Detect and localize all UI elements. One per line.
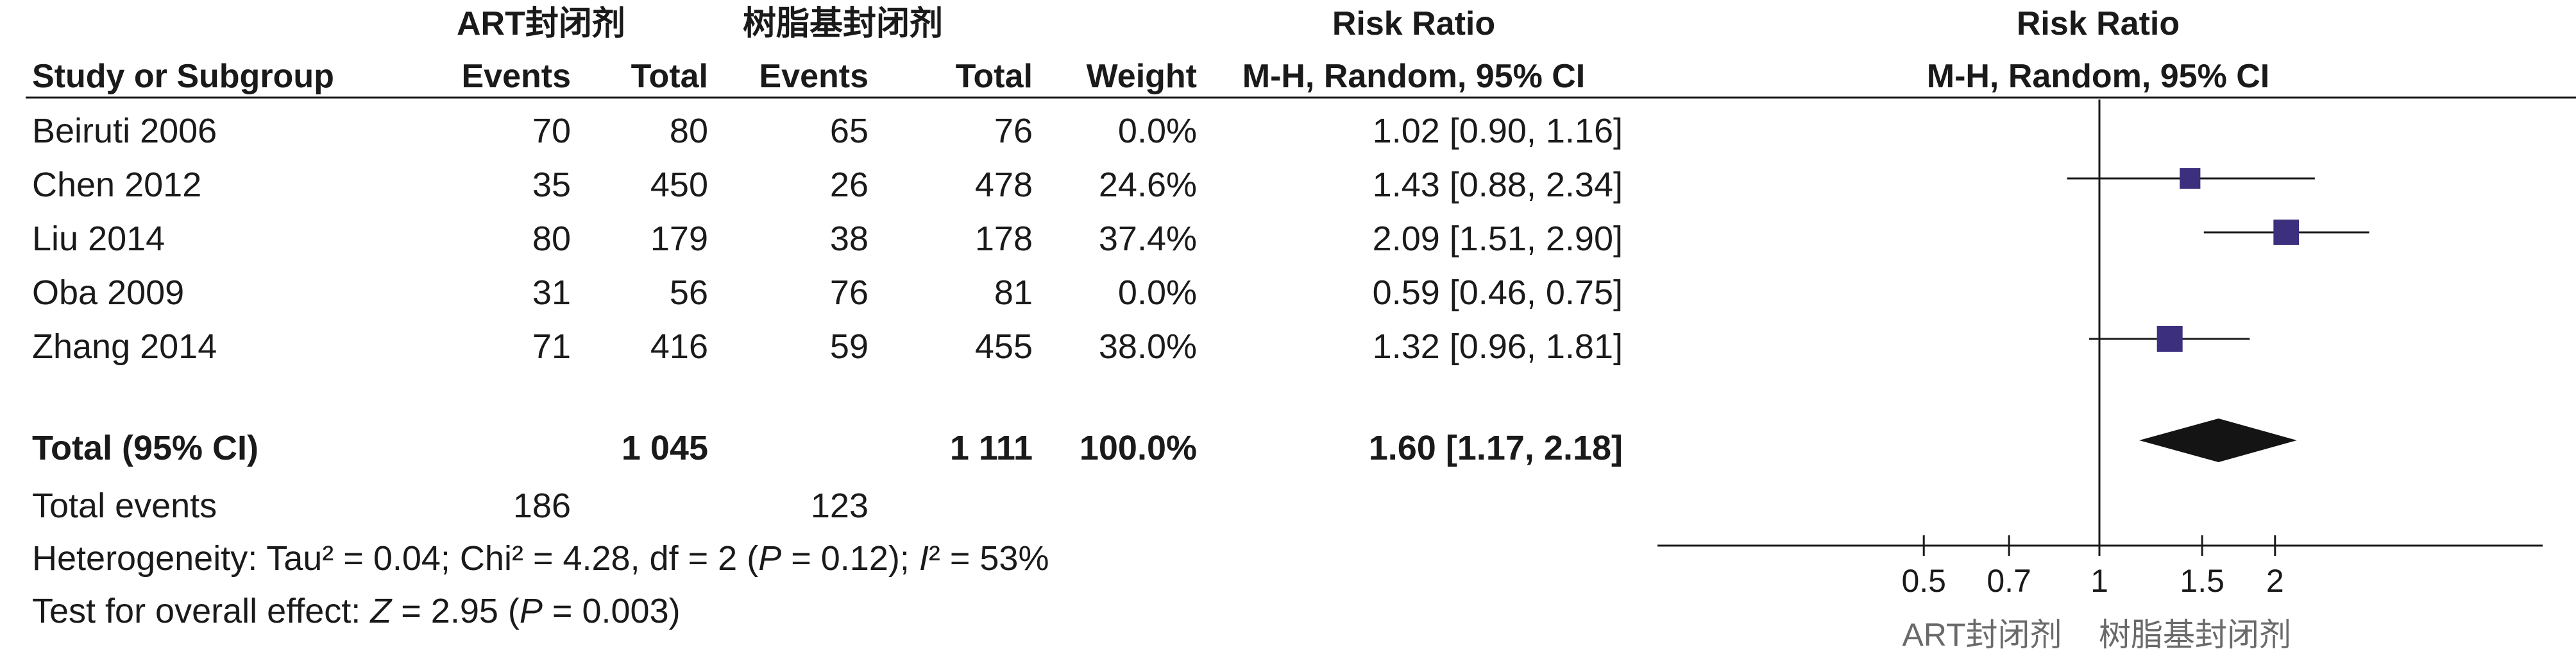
events-b-column-header: Events [759,58,869,95]
study-column-header: Study or Subgroup [32,58,334,95]
overall-effect-z-symbol: Z [369,592,393,630]
pooled-diamond [2139,419,2297,462]
overall-effect-text: Test for overall effect: Z = 2.95 (P = 0… [32,592,681,630]
table-row: Liu 2014 80 179 38 178 37.4% 2.09 [1.51,… [32,220,1623,258]
forest-plot: 0.5 0.7 1 1.5 2 ART封闭剂 树脂基封闭剂 [1657,99,2543,653]
total-b-cell: 81 [994,273,1033,312]
weight-column-header: Weight [1087,58,1197,95]
total-a-cell: 1 045 [622,429,708,467]
study-name: Zhang 2014 [32,327,217,366]
events-a-column-header: Events [461,58,571,95]
total-b-cell: 455 [975,327,1033,366]
ci-cell: 2.09 [1.51, 2.90] [1373,220,1623,258]
point-estimate-square [2157,326,2183,352]
total-b-cell: 1 111 [950,429,1033,467]
overall-effect-prefix: Test for overall effect: [32,592,370,630]
total-b-cell: 478 [975,166,1033,204]
total-weight-cell: 100.0% [1080,429,1197,467]
study-rows: Beiruti 2006 70 80 65 76 0.0% 1.02 [0.90… [32,112,1623,366]
heterogeneity-i2-symbol: I [919,539,929,578]
events-b-cell: 38 [830,220,869,258]
weight-cell: 37.4% [1099,220,1197,258]
total-events-b-cell: 123 [811,487,869,525]
total-b-cell: 76 [994,112,1033,150]
favours-left-label: ART封闭剂 [1902,617,2062,653]
total-row: Total (95% CI) 1 045 1 111 100.0% 1.60 [… [32,429,1623,467]
total-label: Total (95% CI) [32,429,258,467]
heterogeneity-p-symbol: P [758,539,781,578]
x-tick-label: 1 [2090,563,2108,599]
total-a-cell: 179 [650,220,708,258]
events-b-cell: 65 [830,112,869,150]
table-header: ART封闭剂 树脂基封闭剂 Risk Ratio Risk Ratio Stud… [26,5,2576,99]
events-a-cell: 31 [532,273,571,312]
events-b-cell: 76 [830,273,869,312]
ci-cell: 1.02 [0.90, 1.16] [1373,112,1623,150]
events-b-cell: 59 [830,327,869,366]
study-name: Chen 2012 [32,166,201,204]
group-a-header: ART封闭剂 [457,5,625,42]
ci-cell: 1.32 [0.96, 1.81] [1373,327,1623,366]
table-row: Zhang 2014 71 416 59 455 38.0% 1.32 [0.9… [32,327,1623,366]
study-name: Liu 2014 [32,220,165,258]
ci-cell: 0.59 [0.46, 0.75] [1373,273,1623,312]
events-a-cell: 80 [532,220,571,258]
table-row: Chen 2012 35 450 26 478 24.6% 1.43 [0.88… [32,166,1623,204]
events-a-cell: 70 [532,112,571,150]
risk-ratio-header: Risk Ratio [1332,5,1495,42]
point-estimate-square [2180,168,2201,189]
study-marker [2067,168,2315,189]
total-a-cell: 416 [650,327,708,366]
x-tick-label: 0.7 [1987,563,2031,599]
weight-cell: 0.0% [1118,273,1197,312]
point-estimate-square [2273,220,2300,245]
events-a-cell: 35 [532,166,571,204]
x-tick-label: 1.5 [2180,563,2224,599]
study-name: Oba 2009 [32,273,184,312]
events-b-cell: 26 [830,166,869,204]
total-a-cell: 80 [670,112,708,150]
favours-right-label: 树脂基封闭剂 [2099,617,2291,653]
plot-method-header: M-H, Random, 95% CI [1927,58,2270,95]
total-b-cell: 178 [975,220,1033,258]
study-name: Beiruti 2006 [32,112,217,150]
heterogeneity-prefix: Heterogeneity: Tau² = 0.04; Chi² = 4.28,… [32,539,758,578]
weight-cell: 24.6% [1099,166,1197,204]
study-markers [2067,168,2369,352]
total-events-label: Total events [32,487,217,525]
total-events-a-cell: 186 [513,487,571,525]
x-axis-ticks: 0.5 0.7 1 1.5 2 [1901,535,2284,599]
plot-title: Risk Ratio [2017,5,2180,42]
heterogeneity-text: Heterogeneity: Tau² = 0.04; Chi² = 4.28,… [32,539,1049,578]
heterogeneity-i2-value: ² = 53% [929,539,1049,578]
total-b-column-header: Total [956,58,1033,95]
overall-effect-z-value: = 2.95 ( [391,592,520,630]
total-events-row: Total events 186 123 [32,487,869,525]
ci-cell: 1.43 [0.88, 2.34] [1373,166,1623,204]
table-row: Beiruti 2006 70 80 65 76 0.0% 1.02 [0.90… [32,112,1623,150]
overall-effect-p-symbol: P [520,592,543,630]
total-ci-cell: 1.60 [1.17, 2.18] [1369,429,1623,467]
total-a-column-header: Total [631,58,708,95]
weight-cell: 38.0% [1099,327,1197,366]
risk-ratio-method-header: M-H, Random, 95% CI [1242,58,1586,95]
overall-effect-p-value: = 0.003) [543,592,681,630]
x-tick-label: 2 [2266,563,2284,599]
total-a-cell: 450 [650,166,708,204]
heterogeneity-p-value: = 0.12); [781,539,919,578]
pooled-estimate [2139,419,2297,462]
group-b-header: 树脂基封闭剂 [743,5,943,42]
study-marker [2089,326,2250,352]
table-row: Oba 2009 31 56 76 81 0.0% 0.59 [0.46, 0.… [32,273,1623,312]
x-tick-label: 0.5 [1901,563,1946,599]
weight-cell: 0.0% [1118,112,1197,150]
study-marker [2203,220,2369,245]
events-a-cell: 71 [532,327,571,366]
total-a-cell: 56 [670,273,708,312]
